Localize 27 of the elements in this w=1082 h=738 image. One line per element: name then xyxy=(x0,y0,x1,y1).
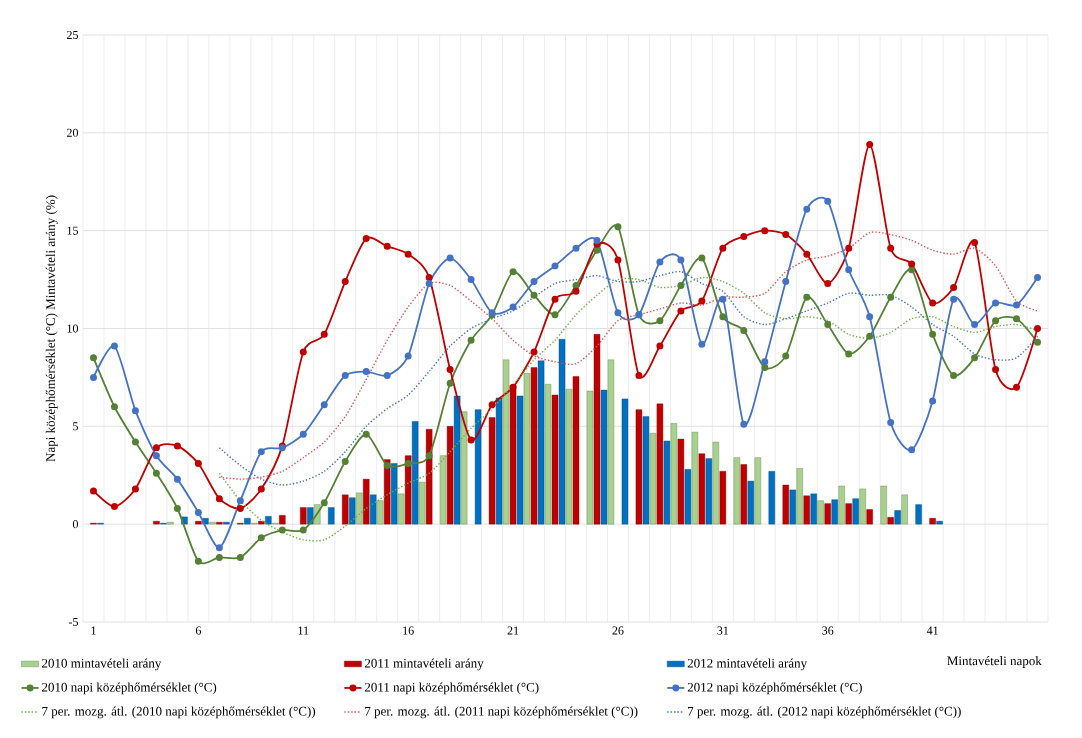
y-tick-label: 0 xyxy=(72,520,79,529)
y-tick-label: 5 xyxy=(73,422,79,431)
legend-label: 2010 napi középhőmérséklet (°C) xyxy=(42,682,217,695)
x-tick-label: 21 xyxy=(507,626,519,635)
x-tick-label: 11 xyxy=(298,626,309,635)
legend-label: 2012 mintavételi arány xyxy=(687,658,808,671)
y-tick-label: 20 xyxy=(67,128,79,137)
x-tick-label: 31 xyxy=(717,626,729,635)
legend-label: 2010 mintavételi arány xyxy=(42,658,162,671)
legend-label: 2011 napi középhőmérséklet (°C) xyxy=(364,682,539,695)
x-tick-label: 6 xyxy=(195,626,202,635)
x-tick-label: 36 xyxy=(822,626,834,635)
y-tick-label: 10 xyxy=(67,324,79,333)
y-tick-label: -5 xyxy=(68,618,79,626)
legend-label: 7 per. mozg. átl. (2011 napi középhőmérséklet (°C)) xyxy=(365,706,638,719)
y-tick-label: 25 xyxy=(67,30,79,40)
x-tick-label: 16 xyxy=(403,626,414,635)
legend-label: 7 per. mozg. átl. (2010 napi középhőmérséklet (°C)) xyxy=(42,706,316,719)
legend-label: 2011 mintavételi arány xyxy=(364,658,484,671)
x-tick-label: 26 xyxy=(612,626,624,635)
y-tick-label: 15 xyxy=(67,226,79,235)
x-tick-label: 41 xyxy=(926,626,938,635)
legend-label: 2012 napi középhőmérséklet (°C) xyxy=(687,682,862,695)
legend-label: 7 per. mozg. átl. (2012 napi középhőmérséklet (°C)) xyxy=(688,706,961,719)
x-axis-title: Mintavételi napok xyxy=(947,656,1042,668)
x-tick-label: 1 xyxy=(91,626,96,635)
y-axis-title: Napi középhőmérséklet (°C) Mintavételi arány (%) xyxy=(45,195,58,462)
